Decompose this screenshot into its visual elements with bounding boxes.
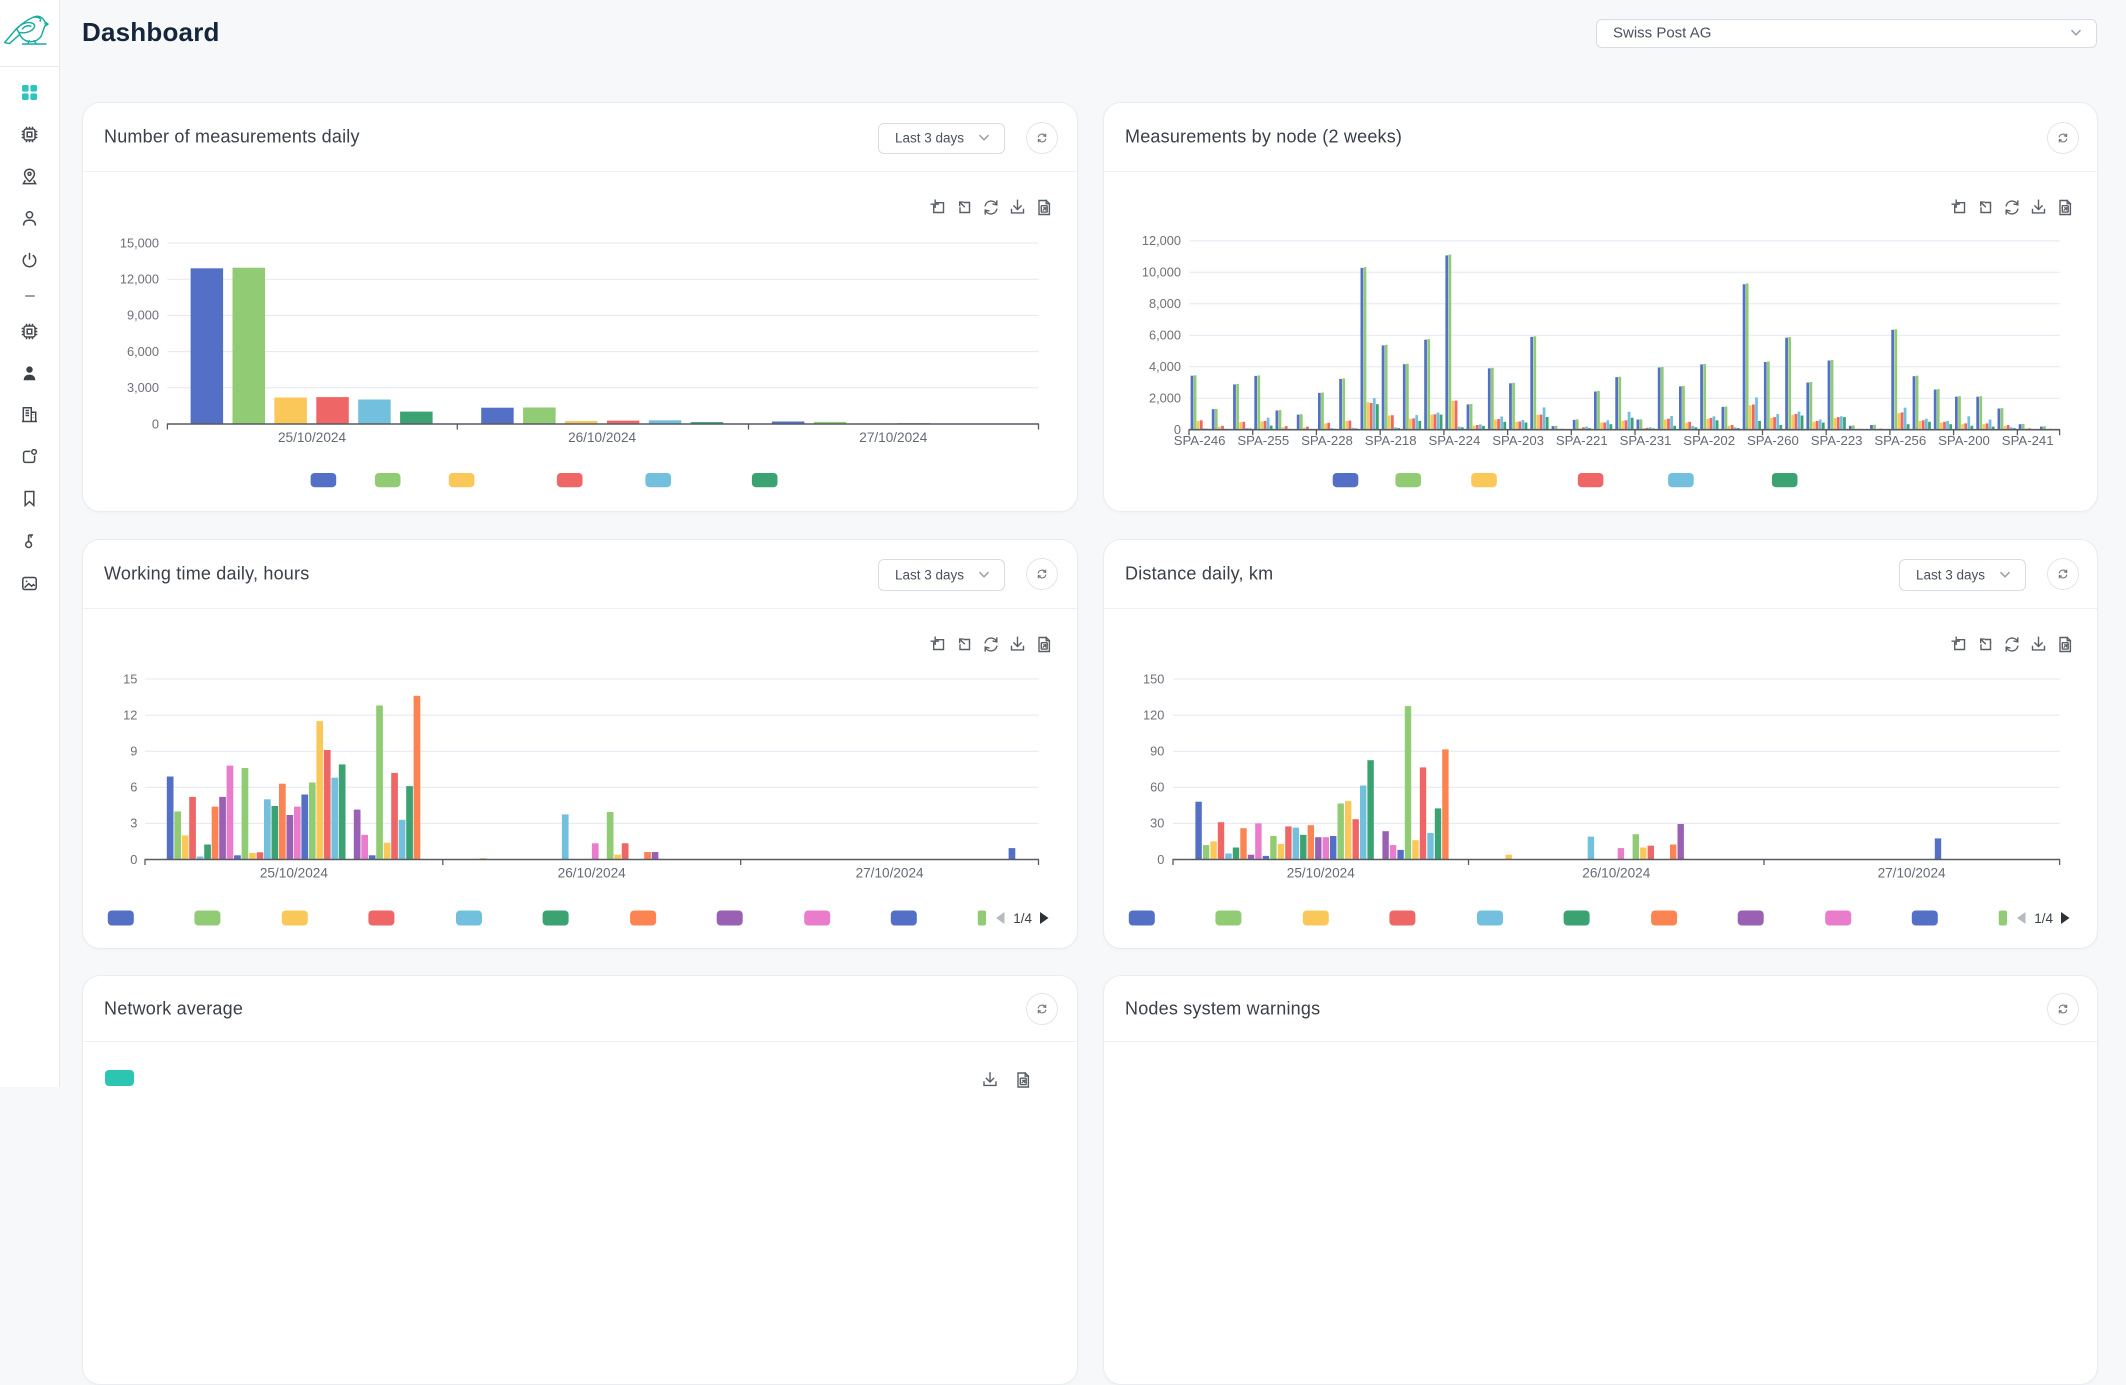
svg-text:SPA-203: SPA-203 [1492,433,1544,448]
svg-text:27/10/2024: 27/10/2024 [859,430,927,445]
svg-text:9: 9 [130,743,137,758]
svg-text:60: 60 [1150,779,1164,794]
svg-text:0: 0 [152,416,159,431]
svg-text:6,000: 6,000 [127,344,159,359]
svg-text:3,000: 3,000 [127,380,159,395]
svg-text:15: 15 [123,671,137,686]
svg-text:SPA-221: SPA-221 [1556,433,1608,448]
svg-text:SPA-228: SPA-228 [1301,433,1353,448]
svg-text:30: 30 [1150,815,1164,830]
svg-text:12,000: 12,000 [120,272,159,287]
svg-text:SPA-231: SPA-231 [1620,433,1672,448]
svg-text:12: 12 [123,707,137,722]
svg-text:27/10/2024: 27/10/2024 [1878,865,1946,880]
svg-text:SPA-224: SPA-224 [1428,433,1480,448]
svg-text:SPA-223: SPA-223 [1811,433,1863,448]
svg-text:SPA-200: SPA-200 [1938,433,1990,448]
svg-text:0: 0 [130,851,137,866]
svg-text:26/10/2024: 26/10/2024 [558,865,626,880]
svg-text:9,000: 9,000 [127,308,159,323]
svg-text:SPA-256: SPA-256 [1874,433,1926,448]
svg-text:SPA-218: SPA-218 [1365,433,1417,448]
svg-text:SPA-260: SPA-260 [1747,433,1799,448]
svg-text:SPA-241: SPA-241 [2002,433,2054,448]
svg-text:25/10/2024: 25/10/2024 [278,430,346,445]
svg-text:6: 6 [130,779,137,794]
svg-text:SPA-255: SPA-255 [1237,433,1289,448]
svg-text:3: 3 [130,815,137,830]
svg-text:SPA-202: SPA-202 [1683,433,1735,448]
svg-text:27/10/2024: 27/10/2024 [856,865,924,880]
svg-text:8,000: 8,000 [1149,296,1181,311]
svg-text:90: 90 [1150,743,1164,758]
svg-text:25/10/2024: 25/10/2024 [1287,865,1355,880]
svg-text:2,000: 2,000 [1149,391,1181,406]
svg-text:12,000: 12,000 [1142,233,1181,248]
svg-text:150: 150 [1143,671,1164,686]
svg-text:25/10/2024: 25/10/2024 [260,865,328,880]
svg-text:6,000: 6,000 [1149,328,1181,343]
svg-text:1/4: 1/4 [1013,910,1032,925]
svg-text:26/10/2024: 26/10/2024 [568,430,636,445]
svg-text:0: 0 [1157,851,1164,866]
svg-text:15,000: 15,000 [120,235,159,250]
svg-text:26/10/2024: 26/10/2024 [1582,865,1650,880]
svg-text:4,000: 4,000 [1149,359,1181,374]
svg-text:1/4: 1/4 [2034,910,2053,925]
svg-text:SPA-246: SPA-246 [1174,433,1226,448]
svg-text:120: 120 [1143,707,1164,722]
svg-text:10,000: 10,000 [1142,265,1181,280]
